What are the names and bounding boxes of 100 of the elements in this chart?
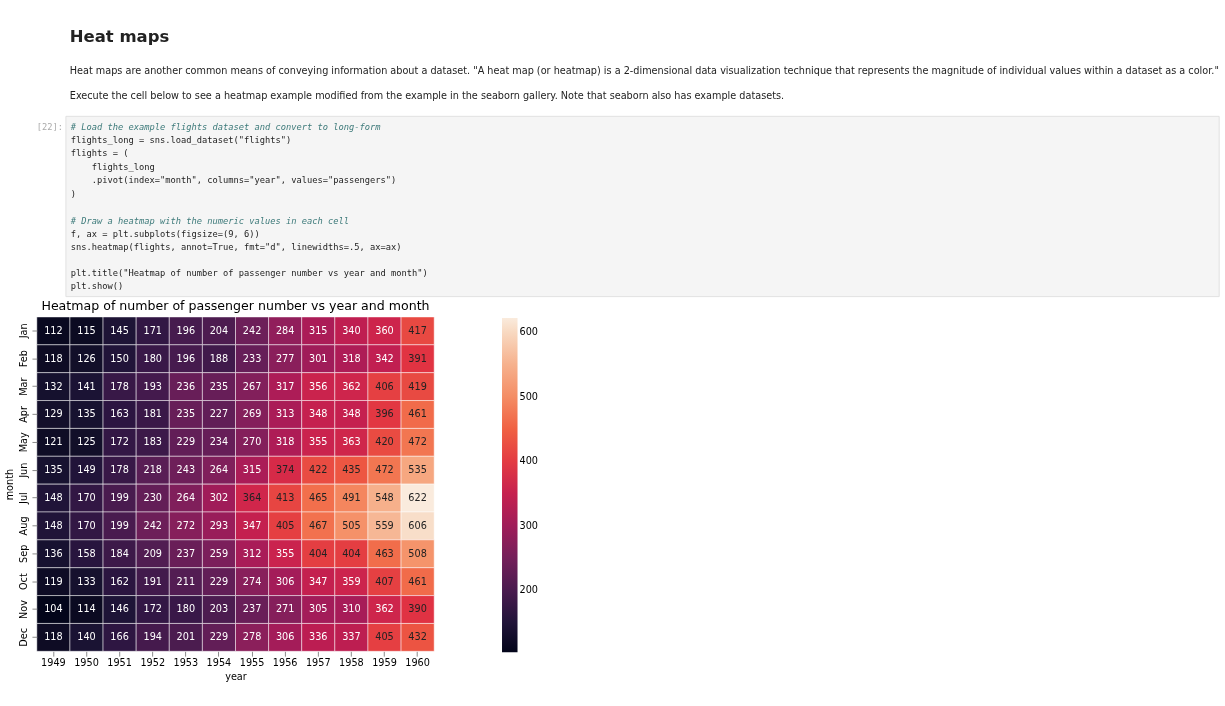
data-label: 227 <box>209 408 229 420</box>
data-label: 112 <box>44 324 63 336</box>
data-label: 293 <box>209 519 229 531</box>
data-label: 340 <box>342 324 361 336</box>
data-label: 342 <box>375 352 394 364</box>
data-label: 355 <box>309 436 328 448</box>
data-label: 405 <box>275 519 295 531</box>
data-label: 312 <box>242 547 262 559</box>
data-label: 535 <box>408 464 427 476</box>
data-label: 229 <box>209 575 229 587</box>
data-label: 194 <box>143 631 162 643</box>
text: # Load the example flights dataset and convert to long-form <box>69 121 382 132</box>
color-bar-label: 200 <box>519 584 538 596</box>
data-label: 233 <box>242 352 262 364</box>
data-label: 237 <box>176 547 196 559</box>
data-label: 548 <box>375 491 394 503</box>
text: [22]: <box>36 121 64 132</box>
data-label: 270 <box>242 436 262 448</box>
data-label: 170 <box>77 519 96 531</box>
data-label: 125 <box>77 436 96 448</box>
data-label: 172 <box>110 436 129 448</box>
x-tick-label: 1952 <box>140 657 166 669</box>
data-label: 405 <box>375 631 394 643</box>
data-label: 171 <box>143 324 162 336</box>
text: ) <box>70 188 76 199</box>
data-label: 148 <box>44 491 63 503</box>
data-label: 413 <box>275 491 295 503</box>
data-label: 180 <box>143 352 162 364</box>
data-label: 158 <box>77 547 96 559</box>
data-label: 114 <box>77 603 96 615</box>
data-label: 115 <box>77 324 96 336</box>
color-bar-label: 600 <box>519 326 538 338</box>
x-tick-label: 1951 <box>107 657 132 669</box>
data-label: 133 <box>77 575 96 587</box>
data-label: 284 <box>275 324 295 336</box>
y-axis-title: month <box>4 468 16 501</box>
color-bar-label: 400 <box>519 455 538 467</box>
data-label: 363 <box>342 436 361 448</box>
data-label: 269 <box>242 408 262 420</box>
data-label: 196 <box>176 324 196 336</box>
data-label: 235 <box>209 380 229 392</box>
data-label: 390 <box>408 603 427 615</box>
data-label: 310 <box>342 603 361 615</box>
data-label: 374 <box>275 464 295 476</box>
text: .pivot(index="month", columns="year", values="passengers") <box>91 175 397 186</box>
data-label: 508 <box>408 547 427 559</box>
text: Execute the cell below to see a heatmap example modified from the example in the seaborn gallery. Note that seaborn also has example datasets. <box>69 89 785 101</box>
data-label: 218 <box>143 464 162 476</box>
data-label: 318 <box>342 352 361 364</box>
data-label: 318 <box>275 436 295 448</box>
y-tick-label: Oct <box>17 573 29 591</box>
text: Heat maps <box>69 26 170 46</box>
data-label: 135 <box>44 464 63 476</box>
data-label: 348 <box>309 408 328 420</box>
x-tick-label: 1959 <box>372 657 397 669</box>
y-tick-label: Aug <box>17 516 29 536</box>
data-label: 407 <box>375 575 394 587</box>
data-label: 118 <box>44 352 63 364</box>
data-label: 364 <box>242 491 262 503</box>
data-label: 229 <box>209 631 229 643</box>
x-tick-label: 1950 <box>74 657 99 669</box>
data-label: 465 <box>309 491 328 503</box>
data-label: 264 <box>176 491 196 503</box>
text: plt.show() <box>70 280 124 291</box>
data-label: 236 <box>176 380 196 392</box>
y-tick-label: Jun <box>17 462 29 479</box>
data-label: 188 <box>209 352 229 364</box>
data-label: 145 <box>110 324 129 336</box>
data-label: 193 <box>143 380 162 392</box>
data-label: 362 <box>342 380 361 392</box>
x-axis-title: year <box>225 670 247 682</box>
data-label: 170 <box>77 491 96 503</box>
data-label: 259 <box>209 547 229 559</box>
data-label: 420 <box>375 436 394 448</box>
y-tick-label: Apr <box>17 406 29 423</box>
x-tick-label: 1949 <box>41 657 66 669</box>
data-label: 135 <box>77 408 96 420</box>
data-label: 178 <box>110 464 129 476</box>
data-label: 119 <box>44 575 63 587</box>
y-tick-label: May <box>17 432 29 453</box>
data-label: 264 <box>209 464 229 476</box>
data-label: 305 <box>309 603 328 615</box>
data-label: 505 <box>342 519 361 531</box>
data-label: 472 <box>408 436 427 448</box>
color-bar-label: 300 <box>519 519 538 531</box>
data-label: 129 <box>44 408 63 420</box>
data-label: 166 <box>110 631 129 643</box>
data-label: 162 <box>110 575 129 587</box>
data-label: 201 <box>176 631 196 643</box>
data-label: 302 <box>209 491 229 503</box>
data-label: 181 <box>143 408 162 420</box>
data-label: 148 <box>44 519 63 531</box>
data-label: 203 <box>209 603 229 615</box>
data-label: 461 <box>408 408 427 420</box>
data-label: 622 <box>408 491 427 503</box>
data-label: 140 <box>77 631 96 643</box>
data-label: 315 <box>309 324 328 336</box>
data-label: 360 <box>375 324 394 336</box>
data-label: 146 <box>110 603 129 615</box>
chart-title: Heatmap of number of passenger number vs year and month <box>41 297 430 313</box>
